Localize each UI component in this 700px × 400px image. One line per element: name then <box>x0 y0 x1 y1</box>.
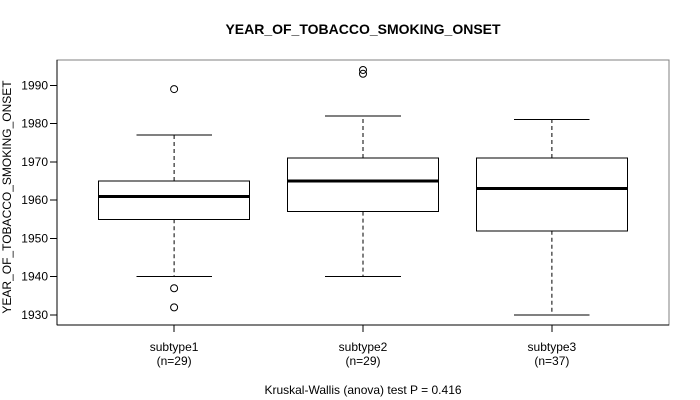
x-category-label: subtype3 <box>528 340 577 354</box>
stat-test-caption: Kruskal-Wallis (anova) test P = 0.416 <box>264 383 461 397</box>
x-category-n-label: (n=29) <box>345 354 380 368</box>
y-axis-tick-label: 1960 <box>21 193 48 207</box>
y-axis-tick-label: 1930 <box>21 308 48 322</box>
y-axis-tick-label: 1940 <box>21 270 48 284</box>
y-axis-tick-label: 1980 <box>21 117 48 131</box>
outlier-point <box>170 284 179 293</box>
y-axis-label: YEAR_OF_TOBACCO_SMOKING_ONSET <box>0 80 14 314</box>
boxplot-subtype2: subtype2(n=29) <box>286 65 440 368</box>
outlier-point <box>359 65 367 74</box>
boxplot-subtype1: subtype1(n=29) <box>98 85 251 368</box>
x-category-label: subtype1 <box>150 340 199 354</box>
y-axis-tick-label: 1970 <box>21 155 48 169</box>
outlier-point <box>170 85 179 94</box>
boxplot-subtype3: subtype3(n=37) <box>475 119 628 368</box>
y-axis-tick-label: 1950 <box>21 231 48 245</box>
plot-area: 1930194019501960197019801990subtype1(n=2… <box>21 59 670 368</box>
x-category-label: subtype2 <box>339 340 388 354</box>
x-category-n-label: (n=29) <box>157 354 192 368</box>
chart-title: YEAR_OF_TOBACCO_SMOKING_ONSET <box>225 21 501 37</box>
outlier-point <box>359 69 367 78</box>
iqr-box <box>286 157 440 213</box>
y-axis-tick-label: 1990 <box>21 78 48 92</box>
iqr-box <box>475 157 628 232</box>
x-category-n-label: (n=37) <box>534 354 569 368</box>
iqr-box <box>98 180 251 220</box>
outlier-point <box>170 303 179 312</box>
